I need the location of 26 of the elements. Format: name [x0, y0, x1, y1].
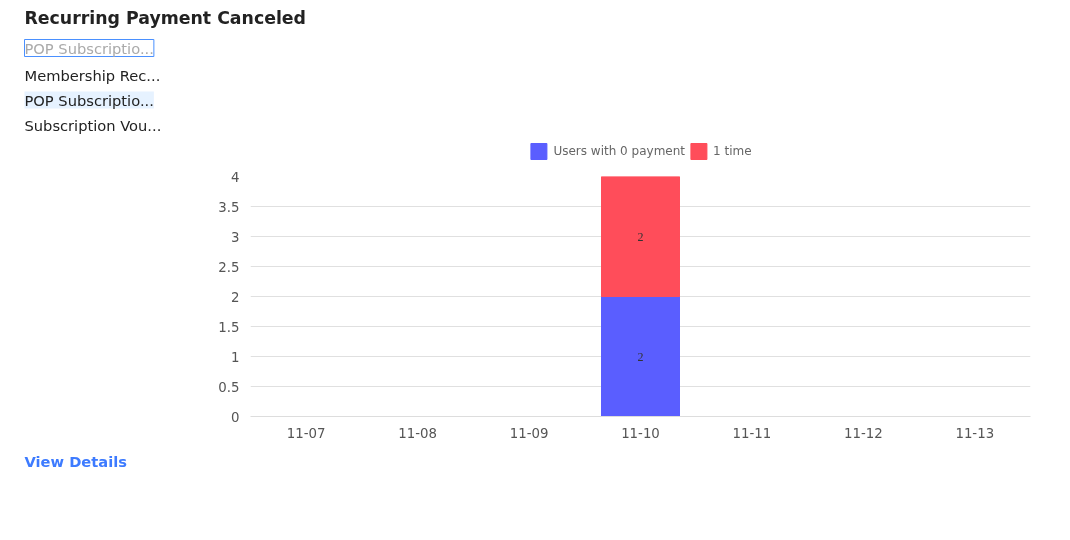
y-tick-label: 0.5: [218, 379, 240, 395]
x-tick-label: 11-12: [843, 425, 883, 441]
data-label: 2: [637, 349, 644, 364]
y-tick-label: 1: [231, 349, 240, 365]
x-tick-label: 11-07: [286, 425, 326, 441]
text: Subscription Vou...: [24, 116, 162, 134]
y-tick-label: 4: [231, 169, 240, 185]
chart-title: Recurring Payment Canceled: [24, 7, 307, 28]
x-tick-label: 11-09: [509, 425, 549, 441]
x-tick-label: 11-13: [955, 425, 995, 441]
y-tick-label: 1.5: [218, 319, 240, 335]
text: POP Subscriptio...: [24, 39, 154, 57]
x-tick-label: 11-11: [732, 425, 772, 441]
text: Membership Rec...: [24, 66, 161, 84]
y-tick-label: 2: [231, 289, 240, 305]
y-tick-label: 2.5: [218, 259, 240, 275]
x-tick-label: 11-08: [398, 425, 438, 441]
data-label: 2: [637, 229, 644, 244]
legend-label: 1 time: [713, 144, 752, 158]
text: View Details: [24, 452, 128, 470]
text: POP Subscriptio...: [24, 91, 154, 109]
y-tick-label: 3.5: [218, 199, 240, 215]
x-tick-label: 11-10: [621, 425, 660, 441]
legend-label: Users with 0 payment: [553, 144, 686, 158]
y-tick-label: 3: [231, 229, 240, 245]
y-tick-label: 0: [231, 409, 240, 425]
